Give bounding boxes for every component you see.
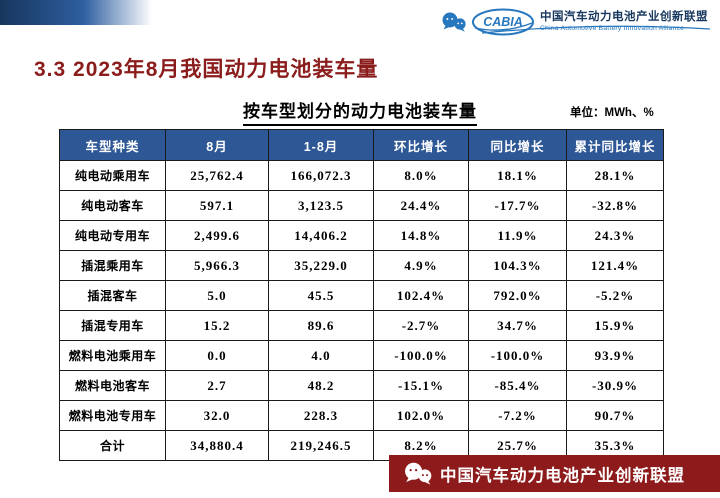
table-title-wrap: 按车型划分的动力电池装车量 (0, 97, 720, 126)
table-cell: 4.0 (268, 340, 374, 371)
cabia-logo-text: CABIA (483, 15, 523, 29)
row-label: 纯电动专用车 (59, 220, 166, 251)
page-title: 3.3 2023年8月我国动力电池装车量 (34, 58, 379, 81)
row-label: 插混客车 (59, 280, 166, 311)
org-name-en: China Automotive Battery Innovation Alli… (540, 24, 685, 32)
table-row: 纯电动乘用车 25,762.4 166,072.3 8.0% 18.1% 28.1% (59, 160, 664, 191)
table-cell: 8.0% (373, 160, 469, 191)
wechat-bubbles-icon (405, 462, 432, 485)
table-cell: 597.1 (165, 190, 269, 221)
table-cell: 5,966.3 (165, 250, 269, 281)
table-cell: 166,072.3 (268, 160, 374, 191)
table-cell: 15.2 (165, 310, 269, 341)
table-cell: 18.1% (468, 160, 567, 191)
table-row: 插混乘用车 5,966.3 35,229.0 4.9% 104.3% 121.4% (59, 250, 664, 281)
table-cell: 4.9% (373, 250, 469, 281)
table-cell: 90.7% (566, 400, 664, 431)
row-label: 插混专用车 (59, 310, 166, 341)
table-cell: 34.7% (468, 310, 567, 341)
row-label: 燃料电池乘用车 (59, 340, 166, 371)
column-header: 累计同比增长 (566, 129, 664, 161)
table-cell: 0.0 (165, 340, 269, 371)
row-label: 燃料电池专用车 (59, 400, 166, 431)
column-header: 8月 (165, 129, 269, 161)
row-label: 纯电动客车 (59, 190, 166, 221)
table-cell: 24.4% (373, 190, 469, 221)
column-header: 1-8月 (268, 129, 374, 161)
table-row: 燃料电池客车 2.7 48.2 -15.1% -85.4% -30.9% (59, 370, 664, 401)
top-gradient-banner (0, 0, 152, 25)
table-cell: -85.4% (468, 370, 567, 401)
table-cell: 25,762.4 (165, 160, 269, 191)
table-cell: -7.2% (468, 400, 567, 431)
table-cell: -2.7% (373, 310, 469, 341)
battery-install-table: 车型种类 8月 1-8月 环比增长 同比增长 累计同比增长 纯电动乘用车 25,762.4 1… (59, 129, 664, 461)
table-cell: 104.3% (468, 250, 567, 281)
table-row-total: 合计 34,880.4 219,246.5 8.2% 25.7% 35.3% (59, 430, 664, 461)
table-cell: 24.3% (566, 220, 664, 251)
table-cell: 45.5 (268, 280, 374, 311)
table-cell: -100.0% (373, 340, 469, 371)
table-row: 插混客车 5.0 45.5 102.4% 792.0% -5.2% (59, 280, 664, 311)
table-cell: 2,499.6 (165, 220, 269, 251)
table-cell: 11.9% (468, 220, 567, 251)
row-label: 插混乘用车 (59, 250, 166, 281)
table-cell: -100.0% (468, 340, 567, 371)
table-cell: 102.4% (373, 280, 469, 311)
table-row: 燃料电池专用车 32.0 228.3 102.0% -7.2% 90.7% (59, 400, 664, 431)
logo-swoosh-line (482, 25, 710, 34)
table-cell: -17.7% (468, 190, 567, 221)
table-cell: 28.1% (566, 160, 664, 191)
table-header-row: 车型种类 8月 1-8月 环比增长 同比增长 累计同比增长 (59, 129, 664, 161)
org-name-cn: 中国汽车动力电池产业创新联盟 (540, 11, 708, 24)
table-cell: 48.2 (268, 370, 374, 401)
table-cell: -15.1% (373, 370, 469, 401)
table-cell: -30.9% (566, 370, 664, 401)
table-cell: -32.8% (566, 190, 664, 221)
table-cell: -5.2% (566, 280, 664, 311)
footer-bar: 中国汽车动力电池产业创新联盟 (389, 455, 720, 492)
header-logo-block: CABIA 中国汽车动力电池产业创新联盟 China Automotive Ba… (440, 7, 708, 37)
row-label: 合计 (59, 430, 166, 461)
table-cell: 14.8% (373, 220, 469, 251)
wechat-bubbles-icon (442, 12, 466, 32)
table-cell: 35,229.0 (268, 250, 374, 281)
table-cell: 5.0 (165, 280, 269, 311)
row-label: 纯电动乘用车 (59, 160, 166, 191)
table-cell: 219,246.5 (268, 430, 374, 461)
cabia-logo: CABIA (472, 8, 534, 36)
table-cell: 121.4% (566, 250, 664, 281)
footer-org-name: 中国汽车动力电池产业创新联盟 (440, 466, 685, 485)
table-title: 按车型划分的动力电池装车量 (243, 97, 477, 126)
table-cell: 3,123.5 (268, 190, 374, 221)
table-cell: 32.0 (165, 400, 269, 431)
org-name-block: 中国汽车动力电池产业创新联盟 China Automotive Battery … (540, 11, 708, 32)
table-cell: 14,406.2 (268, 220, 374, 251)
column-header: 环比增长 (373, 129, 469, 161)
table-cell: 15.9% (566, 310, 664, 341)
table-cell: 792.0% (468, 280, 567, 311)
table-row: 插混专用车 15.2 89.6 -2.7% 34.7% 15.9% (59, 310, 664, 341)
table-row: 燃料电池乘用车 0.0 4.0 -100.0% -100.0% 93.9% (59, 340, 664, 371)
unit-label: 单位：MWh、% (570, 107, 654, 119)
table-cell: 2.7 (165, 370, 269, 401)
table-row: 纯电动专用车 2,499.6 14,406.2 14.8% 11.9% 24.3% (59, 220, 664, 251)
table-cell: 93.9% (566, 340, 664, 371)
column-header: 车型种类 (59, 129, 166, 161)
column-header: 同比增长 (468, 129, 567, 161)
table-body: 纯电动乘用车 25,762.4 166,072.3 8.0% 18.1% 28.1% 纯电动… (59, 160, 664, 461)
table-cell: 89.6 (268, 310, 374, 341)
table-row: 纯电动客车 597.1 3,123.5 24.4% -17.7% -32.8% (59, 190, 664, 221)
table-cell: 34,880.4 (165, 430, 269, 461)
table-cell: 102.0% (373, 400, 469, 431)
table-cell: 228.3 (268, 400, 374, 431)
row-label: 燃料电池客车 (59, 370, 166, 401)
